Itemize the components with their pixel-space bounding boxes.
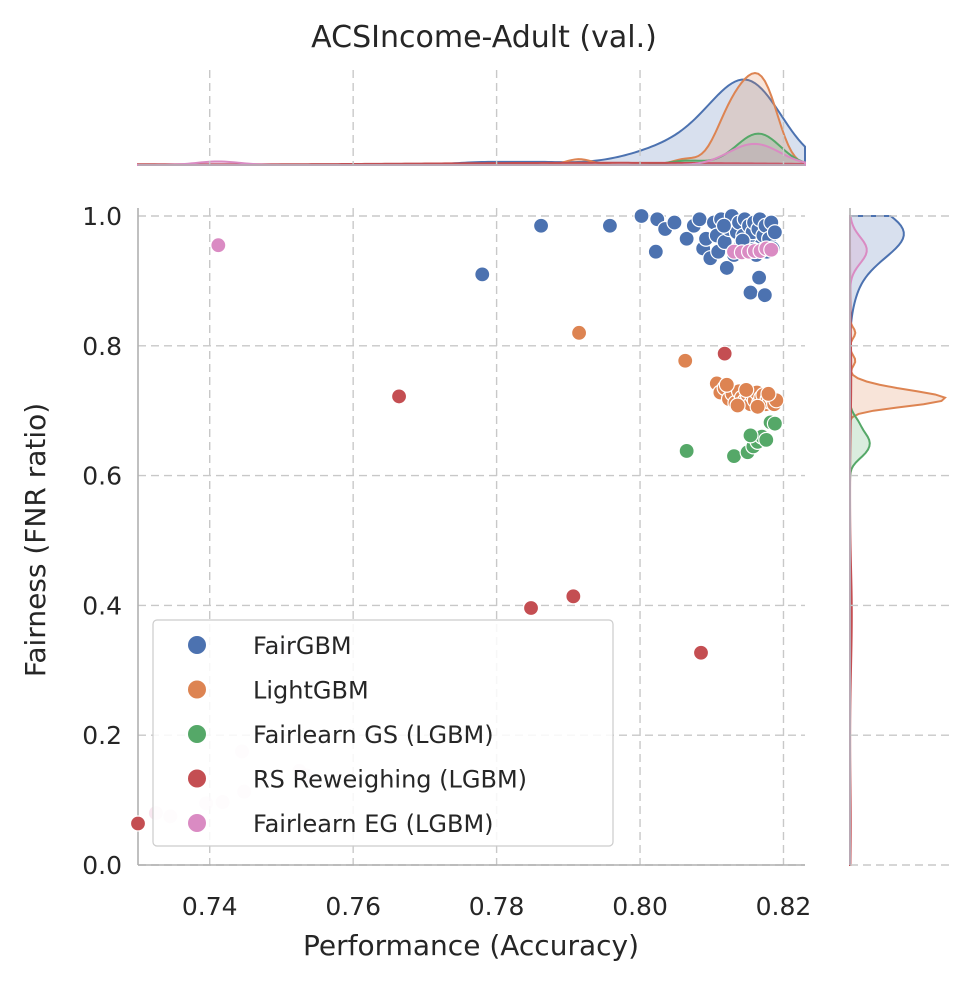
data-point: [601, 217, 619, 234]
data-point: [716, 345, 733, 362]
x-axis-label: Performance (Accuracy): [303, 929, 639, 962]
right-marginal-kde: [849, 215, 947, 866]
y-tick-labels: 0.0 0.2 0.4 0.6 0.8 1.0: [82, 202, 122, 880]
data-point: [750, 269, 768, 286]
legend-marker: [188, 814, 206, 832]
series-4: [210, 237, 780, 261]
data-point: [758, 431, 775, 449]
data-point: [718, 259, 735, 277]
legend-label: FairGBM: [253, 632, 352, 660]
data-point: [756, 287, 773, 304]
data-point: [678, 230, 695, 247]
data-point: [532, 217, 550, 234]
legend-label: Fairlearn EG (LGBM): [253, 810, 494, 838]
legend-box: [152, 619, 614, 847]
data-point: [725, 448, 743, 465]
top-marginal-kde: [137, 71, 806, 166]
y-axis-label: Fairness (FNR ratio): [19, 403, 52, 677]
data-point: [718, 376, 735, 393]
data-point: [633, 207, 650, 225]
data-point: [760, 385, 777, 402]
data-point: [129, 815, 147, 832]
y-tick-label: 0.8: [82, 332, 122, 361]
legend-marker: [188, 769, 206, 788]
right-kde-0: [849, 215, 905, 865]
data-points: [129, 207, 785, 832]
data-point: [692, 644, 710, 661]
data-point: [522, 599, 540, 617]
data-point: [666, 214, 683, 231]
x-tick-label: 0.76: [325, 892, 381, 921]
y-tick-label: 0.2: [82, 721, 122, 750]
legend: FairGBM LightGBM Fairlearn GS (LGBM) RS Rew…: [152, 619, 614, 847]
data-point: [677, 352, 694, 369]
data-point: [729, 397, 746, 414]
x-tick-label: 0.80: [612, 892, 668, 921]
chart-title: ACSIncome-Adult (val.): [311, 20, 657, 55]
data-point: [738, 381, 755, 399]
x-tick-label: 0.74: [182, 892, 238, 921]
series-2: [678, 414, 783, 465]
data-point: [742, 284, 759, 301]
data-point: [766, 415, 783, 432]
y-tick-label: 1.0: [82, 202, 122, 231]
data-point: [763, 241, 780, 258]
data-point: [647, 243, 664, 260]
x-tick-label: 0.78: [469, 892, 525, 921]
legend-marker: [188, 725, 206, 743]
legend-label: RS Reweighing (LGBM): [253, 766, 527, 794]
legend-marker: [188, 680, 206, 699]
x-tick-label: 0.82: [756, 892, 812, 921]
y-tick-label: 0.4: [82, 591, 122, 620]
data-point: [210, 237, 227, 254]
data-point: [390, 388, 408, 405]
legend-marker: [188, 636, 206, 654]
data-point: [474, 266, 491, 283]
x-tick-labels: 0.74 0.76 0.78 0.80 0.82: [182, 892, 811, 921]
legend-label: LightGBM: [253, 677, 369, 705]
y-tick-label: 0.0: [82, 851, 122, 880]
data-point: [749, 398, 766, 415]
data-point: [742, 427, 759, 444]
legend-label: Fairlearn GS (LGBM): [253, 721, 494, 749]
series-3: [129, 345, 733, 832]
axis-spines: [137, 164, 851, 866]
data-point: [691, 211, 708, 228]
data-point: [678, 442, 695, 460]
data-point: [766, 224, 783, 241]
y-tick-label: 0.6: [82, 462, 122, 491]
right-kde-1: [849, 216, 947, 865]
series-1: [570, 324, 785, 415]
data-point: [570, 324, 588, 341]
data-point: [565, 588, 582, 605]
data-point: [715, 217, 733, 234]
